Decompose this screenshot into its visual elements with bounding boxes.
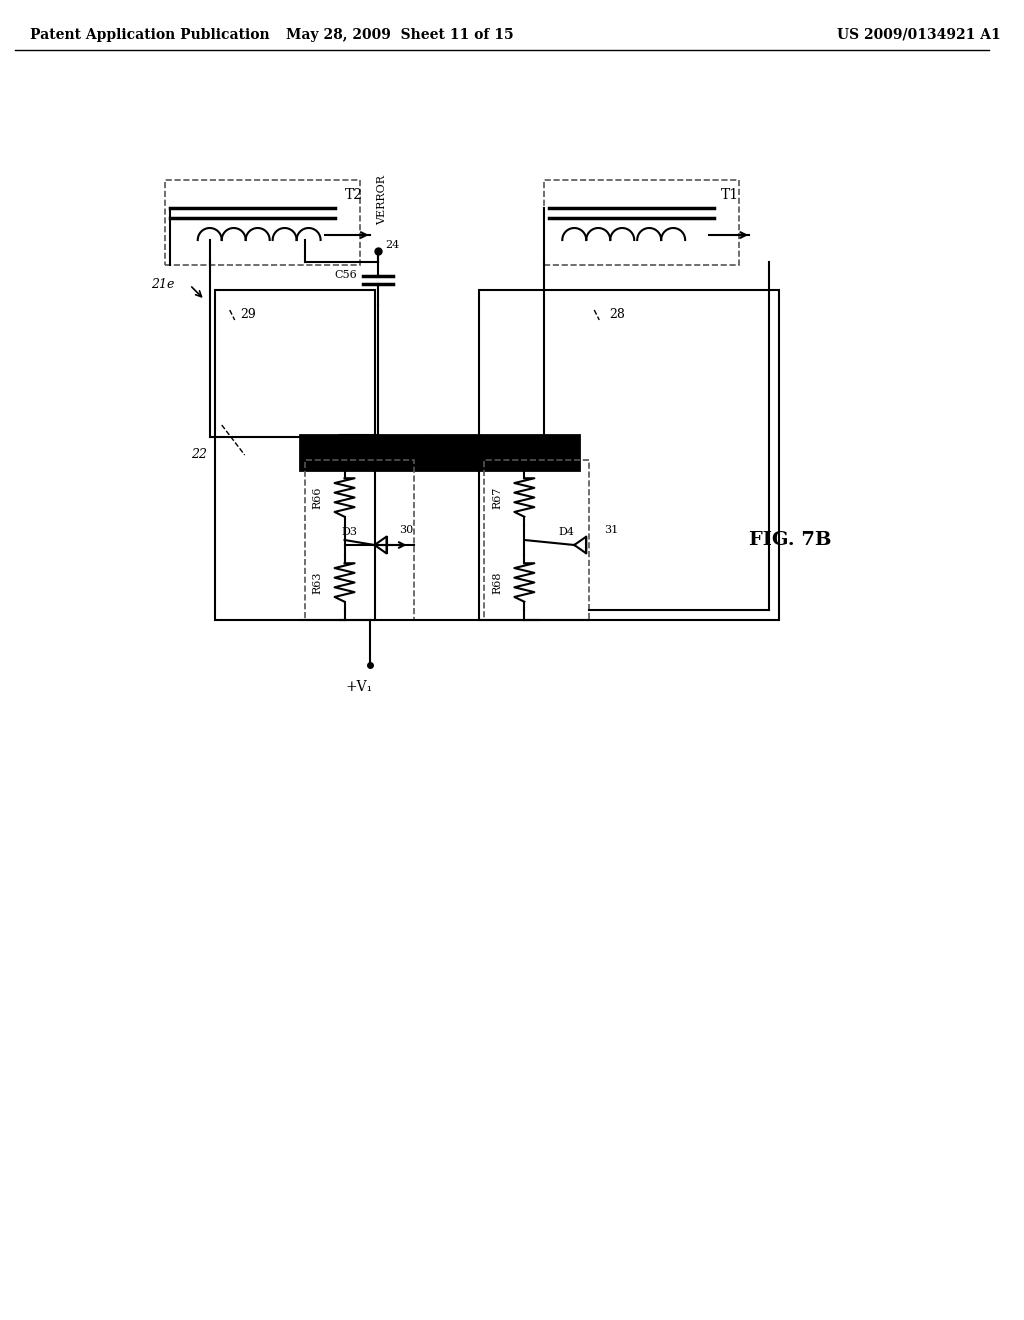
Bar (479, 290, 779, 620)
Text: 21: 21 (436, 440, 453, 453)
Bar (484, 459, 589, 620)
Text: 22: 22 (190, 449, 207, 462)
Text: R68: R68 (493, 572, 503, 594)
Text: D4: D4 (558, 527, 574, 537)
Text: C56: C56 (335, 271, 357, 280)
Text: R66: R66 (312, 486, 323, 508)
Text: 21e: 21e (152, 279, 175, 292)
Bar (304, 459, 415, 620)
Text: 29: 29 (240, 309, 255, 322)
Text: T2: T2 (344, 187, 362, 202)
Text: VERROR: VERROR (378, 176, 387, 224)
Text: 30: 30 (399, 525, 414, 535)
Bar (545, 180, 739, 265)
Text: R63: R63 (312, 572, 323, 594)
Bar (215, 290, 375, 620)
Text: US 2009/0134921 A1: US 2009/0134921 A1 (837, 28, 1000, 42)
Text: FIG. 7B: FIG. 7B (750, 531, 831, 549)
Bar (300, 436, 580, 470)
Text: +V₁: +V₁ (346, 680, 373, 694)
Text: R67: R67 (493, 486, 503, 508)
Text: Patent Application Publication: Patent Application Publication (30, 28, 269, 42)
Text: D3: D3 (342, 527, 357, 537)
Text: T1: T1 (721, 187, 739, 202)
Text: 24: 24 (385, 240, 399, 249)
Text: 28: 28 (609, 309, 625, 322)
Text: 31: 31 (604, 525, 618, 535)
Text: May 28, 2009  Sheet 11 of 15: May 28, 2009 Sheet 11 of 15 (286, 28, 513, 42)
Bar (165, 180, 359, 265)
